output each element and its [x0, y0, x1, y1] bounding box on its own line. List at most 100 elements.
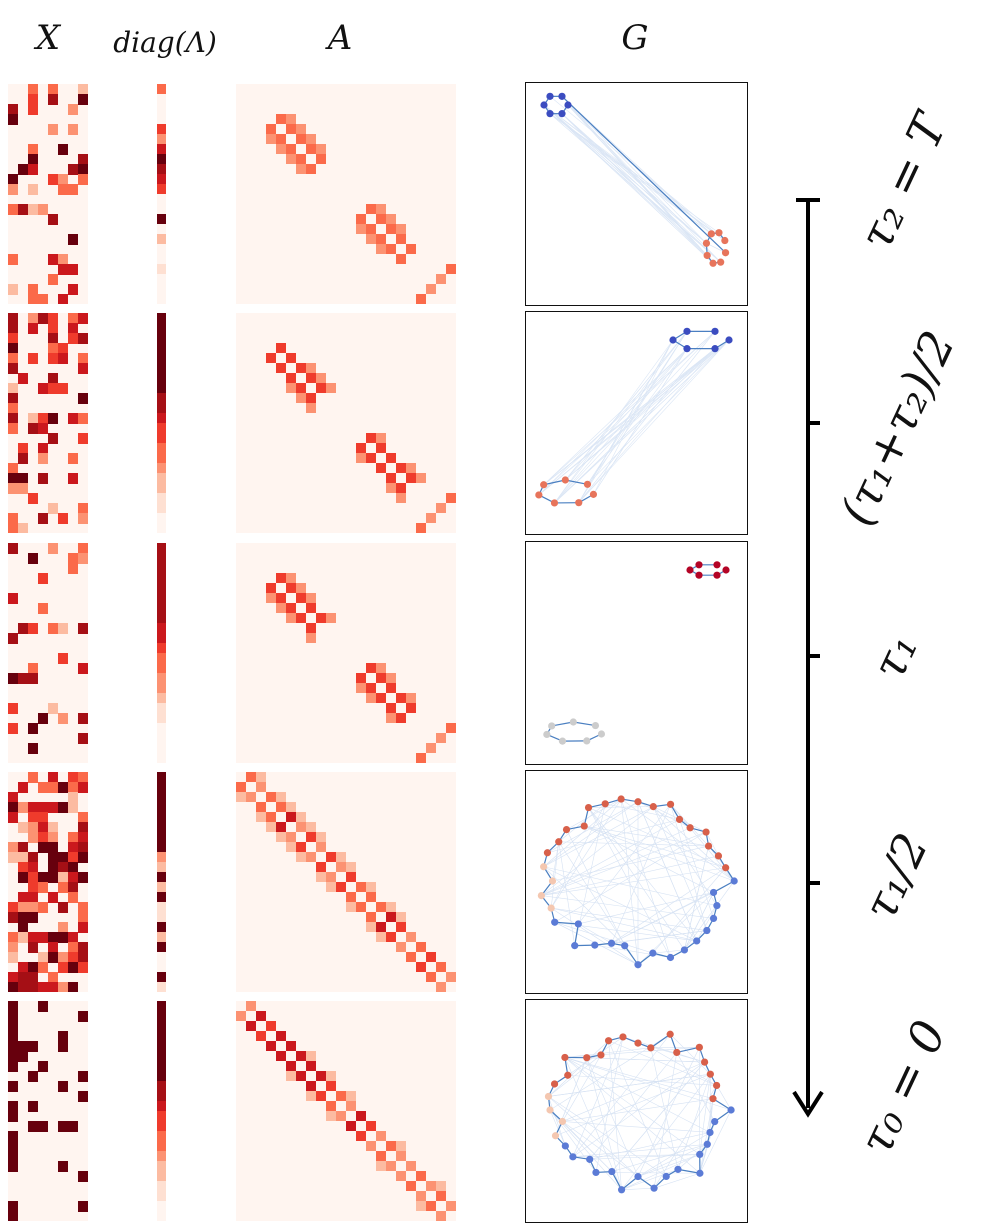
graph-edge: [578, 923, 612, 944]
graph-node: [713, 561, 721, 569]
x-cell: [48, 832, 58, 843]
a-cell: [316, 1071, 326, 1081]
a-cell: [316, 144, 326, 154]
x-cell: [78, 812, 88, 823]
graph-node: [550, 499, 559, 507]
x-cell: [78, 1201, 88, 1212]
x-cell: [68, 882, 78, 893]
graph-plot: [525, 311, 748, 535]
a-cell: [386, 703, 396, 713]
diag-cell: [157, 703, 166, 714]
graph-edge: [699, 1074, 711, 1155]
x-cell: [28, 164, 38, 175]
diag-cell: [157, 234, 166, 245]
graph-node: [535, 491, 543, 499]
x-cell: [78, 84, 88, 95]
graph-edge: [567, 1074, 717, 1086]
x-cell: [8, 1061, 18, 1072]
graph-node: [601, 800, 609, 808]
x-cell: [28, 932, 38, 943]
graph-edge: [551, 907, 697, 942]
x-cell: [48, 413, 58, 424]
graph-edge: [696, 905, 718, 942]
graph-edge: [543, 866, 625, 946]
a-cell: [426, 743, 436, 753]
diag-cell: [157, 822, 166, 833]
graph-node: [680, 946, 689, 954]
graph-edge: [584, 825, 726, 869]
graph-edge: [588, 806, 654, 808]
graph-node: [693, 937, 701, 945]
x-cell: [8, 174, 18, 185]
diag-cell: [157, 942, 166, 953]
x-cell: [18, 453, 28, 464]
graph-node: [673, 1048, 681, 1057]
a-cell: [326, 1081, 336, 1091]
graph-node: [709, 914, 718, 922]
graph-edge: [584, 825, 735, 882]
a-cell: [446, 1201, 456, 1211]
x-cell: [8, 1011, 18, 1022]
graph-edge: [588, 807, 697, 942]
a-cell: [316, 154, 326, 164]
x-cell: [48, 84, 58, 95]
graph-edge: [611, 1143, 708, 1172]
a-cell: [416, 753, 426, 763]
x-cell: [58, 343, 68, 354]
a-cell: [296, 812, 306, 822]
diag-cell: [157, 683, 166, 694]
x-cell: [48, 174, 58, 185]
graph-node: [683, 345, 691, 353]
a-cell: [396, 922, 406, 932]
graph-edge: [611, 804, 671, 944]
a-cell: [386, 1141, 396, 1151]
a-cell: [386, 224, 396, 234]
x-cell: [8, 1081, 18, 1092]
x-cell: [68, 942, 78, 953]
a-cell: [336, 852, 346, 862]
x-cell: [8, 792, 18, 803]
graph-node: [569, 1153, 577, 1161]
x-cell: [8, 353, 18, 364]
a-cell: [246, 792, 256, 802]
x-cell: [38, 1061, 48, 1072]
a-cell: [306, 134, 316, 144]
diag-cell: [157, 1131, 166, 1142]
x-cell: [58, 1041, 68, 1052]
diag-cell: [157, 323, 166, 334]
graph-edge: [561, 96, 712, 235]
a-cell: [396, 942, 406, 952]
a-cell: [406, 703, 416, 713]
x-cell: [58, 932, 68, 943]
x-cell: [38, 453, 48, 464]
graph-node: [695, 1043, 703, 1051]
x-cell: [38, 882, 48, 893]
diag-cell: [157, 383, 166, 394]
a-cell: [416, 1171, 426, 1181]
x-cell: [58, 852, 68, 863]
a-cell: [276, 134, 286, 144]
diag-cell: [157, 1041, 166, 1052]
x-cell: [78, 553, 88, 564]
graph-edge: [547, 819, 680, 854]
x-cell: [8, 1151, 18, 1162]
graph-node: [709, 259, 717, 267]
graph-node: [725, 336, 733, 344]
x-cell: [58, 1081, 68, 1092]
graph-edge: [561, 113, 707, 244]
x-cell: [28, 413, 38, 424]
a-cell: [336, 1111, 346, 1121]
x-cell: [68, 473, 78, 484]
graph-edge: [653, 806, 718, 906]
graph-node: [546, 1106, 554, 1114]
x-cell: [78, 822, 88, 833]
graph-edge: [587, 348, 688, 485]
diag-cell: [157, 1061, 166, 1072]
x-cell: [8, 1021, 18, 1032]
graph-edge: [543, 806, 654, 868]
graph-edge: [578, 892, 714, 925]
x-cell: [28, 493, 38, 504]
a-cell: [276, 593, 286, 603]
graph-node: [546, 110, 554, 118]
a-cell: [296, 1051, 306, 1061]
